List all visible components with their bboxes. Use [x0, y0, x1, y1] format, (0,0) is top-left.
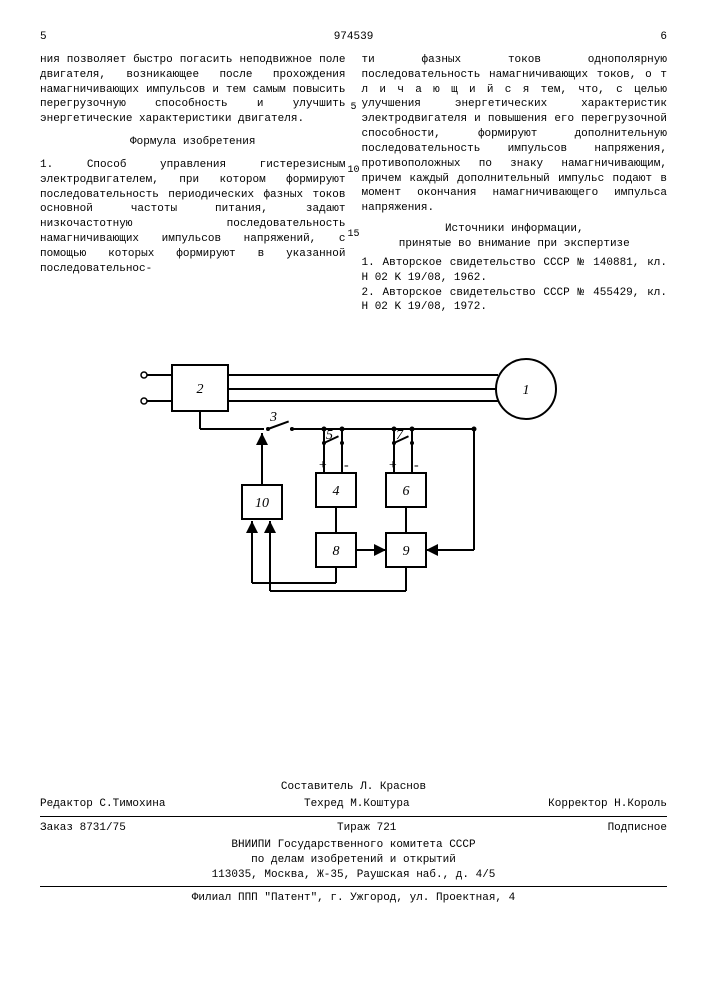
- svg-text:7: 7: [396, 428, 404, 443]
- svg-text:-: -: [344, 458, 349, 473]
- order-number: Заказ 8731/75: [40, 821, 126, 836]
- editor: Редактор С.Тимохина: [40, 797, 165, 812]
- page-number-right: 6: [660, 30, 667, 45]
- svg-text:9: 9: [402, 544, 409, 559]
- address-line: 113035, Москва, Ж-35, Раушская наб., д. …: [40, 868, 667, 883]
- paragraph: 1. Способ управления гистерезисным элект…: [40, 158, 346, 277]
- svg-text:-: -: [414, 458, 419, 473]
- divider: [40, 886, 667, 887]
- svg-text:+: +: [318, 458, 327, 473]
- line-marker: 10: [345, 164, 363, 178]
- page-header: 5 974539 6: [40, 30, 667, 45]
- paragraph: ти фазных токов однополярную последовате…: [362, 53, 668, 216]
- tirage: Тираж 721: [337, 821, 396, 836]
- compiler-line: Составитель Л. Краснов: [40, 780, 667, 795]
- divider: [40, 816, 667, 817]
- text-columns: 5 10 15 ния позволяет быстро погасить не…: [40, 53, 667, 315]
- reference: 1. Авторское свидетельство СССР № 140881…: [362, 256, 668, 286]
- svg-text:+: +: [388, 458, 397, 473]
- reference: 2. Авторское свидетельство СССР № 455429…: [362, 286, 668, 316]
- branch-line: Филиал ППП "Патент", г. Ужгород, ул. Про…: [40, 891, 667, 906]
- techred: Техред М.Коштура: [304, 797, 410, 812]
- svg-text:5: 5: [326, 428, 333, 443]
- page-number-left: 5: [40, 30, 47, 45]
- svg-text:6: 6: [402, 484, 409, 499]
- svg-text:2: 2: [196, 382, 203, 397]
- sources-heading: Источники информации, принятые во вниман…: [362, 222, 668, 252]
- line-marker: 15: [345, 228, 363, 242]
- svg-text:1: 1: [522, 383, 529, 398]
- line-number-markers: 5 10 15: [345, 53, 363, 242]
- svg-text:8: 8: [332, 544, 339, 559]
- svg-text:3: 3: [269, 410, 277, 425]
- colophon: Составитель Л. Краснов Редактор С.Тимохи…: [40, 780, 667, 906]
- circuit-diagram: + - + - 1 2 4 6 8 9 10 3 5 7: [40, 335, 667, 600]
- svg-text:4: 4: [332, 484, 339, 499]
- org-line: ВНИИПИ Государственного комитета СССР: [40, 838, 667, 853]
- line-marker: 5: [345, 101, 363, 115]
- left-column: ния позволяет быстро погасить неподвижно…: [40, 53, 346, 315]
- right-column: ти фазных токов однополярную последовате…: [362, 53, 668, 315]
- diagram-svg: + - + - 1 2 4 6 8 9 10 3 5 7: [134, 335, 574, 595]
- subscription: Подписное: [608, 821, 667, 836]
- paragraph: ния позволяет быстро погасить неподвижно…: [40, 53, 346, 127]
- formula-heading: Формула изобретения: [40, 135, 346, 150]
- document-number: 974539: [47, 30, 661, 45]
- svg-text:10: 10: [255, 496, 269, 511]
- corrector: Корректор Н.Король: [548, 797, 667, 812]
- org-line: по делам изобретений и открытий: [40, 853, 667, 868]
